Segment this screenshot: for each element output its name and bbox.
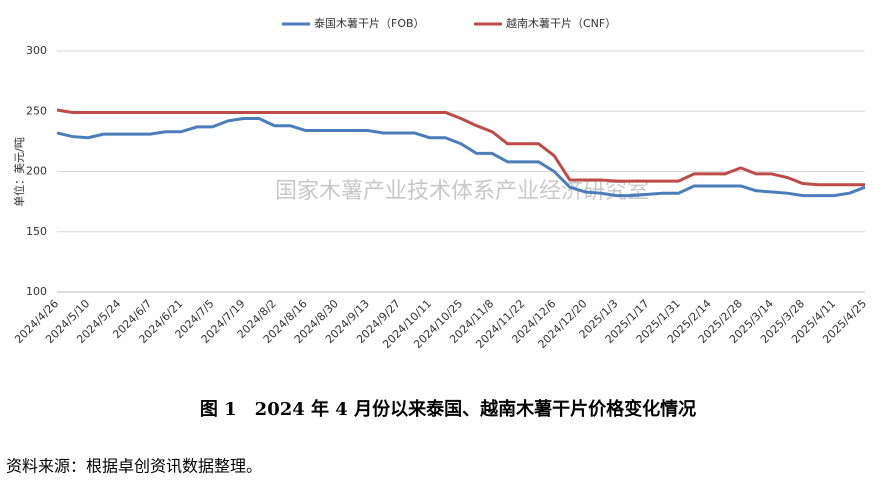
y-axis-label: 单位：美元/吨	[12, 137, 26, 207]
series-line	[56, 116, 866, 198]
legend-label: 越南木薯干片（CNF）	[506, 16, 616, 30]
source-note: 资料来源：根据卓创资讯数据整理。	[6, 457, 262, 476]
y-tick-label: 150	[26, 225, 47, 238]
y-tick-label: 200	[26, 165, 47, 178]
y-tick-label: 300	[26, 44, 47, 57]
series-line	[56, 108, 865, 187]
legend-label: 泰国木薯干片（FOB）	[314, 16, 425, 30]
y-tick-label: 250	[26, 104, 47, 117]
y-tick-label: 100	[26, 285, 47, 298]
caption: 图 1 2024 年 4 月份以来泰国、越南木薯干片价格变化情况	[200, 398, 696, 420]
